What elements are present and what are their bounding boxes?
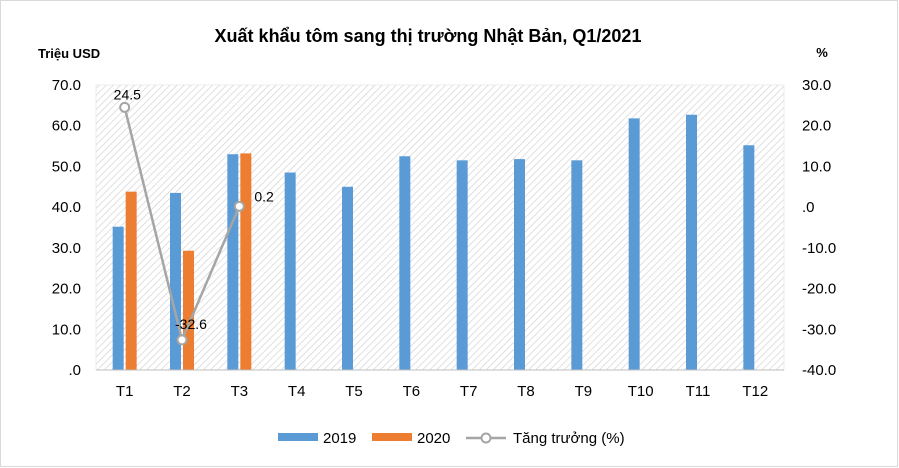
legend-label-growth: Tăng trưởng (%) xyxy=(513,430,625,447)
legend: 2019 2020 Tăng trưởng (%) xyxy=(278,430,625,447)
x-tick-label: T4 xyxy=(288,383,306,400)
x-tick-label: T8 xyxy=(517,383,535,400)
y-tick-label: 30.0 xyxy=(52,240,81,257)
y2-tick-label: .0 xyxy=(802,199,815,216)
growth-point-T2 xyxy=(176,334,188,346)
bar-2020-T1 xyxy=(125,191,137,370)
legend-swatch-2019 xyxy=(278,433,318,441)
y2-axis-title: % xyxy=(816,45,828,60)
y-tick-label: 10.0 xyxy=(52,321,81,338)
x-tick-label: T9 xyxy=(575,383,593,400)
chart-title: Xuất khẩu tôm sang thị trường Nhật Bản, … xyxy=(215,26,642,46)
y2-tick-label: 10.0 xyxy=(802,158,831,175)
bar-2019-T8 xyxy=(514,159,525,370)
bar-2019-T7 xyxy=(456,160,468,370)
growth-data-label: -32.6 xyxy=(175,316,207,332)
y-tick-label: .0 xyxy=(68,362,81,379)
bar-2019-T11 xyxy=(686,114,697,370)
growth-point-T1 xyxy=(119,101,131,113)
x-tick-label: T6 xyxy=(403,383,421,400)
x-tick-label: T1 xyxy=(116,383,134,400)
x-tick-label: T12 xyxy=(742,383,768,400)
legend-swatch-2020 xyxy=(372,433,412,441)
y-axis-title: Triệu USD xyxy=(38,46,100,61)
bars xyxy=(112,114,755,370)
y2-tick-label: 20.0 xyxy=(802,118,831,135)
growth-point-T3 xyxy=(233,200,245,212)
x-tick-label: T11 xyxy=(686,383,711,400)
growth-line: 24.5 -32.6 0.2 xyxy=(114,86,274,346)
y-axis-ticks: .0 10.0 20.0 30.0 40.0 50.0 60.0 70.0 xyxy=(52,77,81,379)
bar-2019-T2 xyxy=(170,192,181,370)
x-tick-label: T3 xyxy=(231,383,249,400)
y-tick-label: 20.0 xyxy=(52,281,81,298)
bar-2019-T9 xyxy=(571,160,583,370)
growth-data-label: 0.2 xyxy=(254,188,274,204)
y2-axis-ticks: -40.0 -30.0 -20.0 -10.0 .0 10.0 20.0 30.0 xyxy=(802,77,836,379)
legend-label-2020: 2020 xyxy=(417,430,450,447)
x-tick-label: T7 xyxy=(460,383,478,400)
y-tick-label: 60.0 xyxy=(52,118,81,135)
legend-marker-growth xyxy=(480,432,492,444)
y-tick-label: 50.0 xyxy=(52,158,81,175)
bar-2020-T3 xyxy=(240,153,252,370)
y-tick-label: 40.0 xyxy=(52,199,81,216)
y-tick-label: 70.0 xyxy=(52,77,81,94)
y2-tick-label: -30.0 xyxy=(802,321,836,338)
x-axis-ticks: T1 T2 T3 T4 T5 T6 T7 T8 T9 T10 T11 T12 xyxy=(116,383,768,400)
y2-tick-label: -40.0 xyxy=(802,362,836,379)
bar-2019-T6 xyxy=(399,156,411,370)
x-tick-label: T2 xyxy=(173,383,191,400)
bar-2019-T4 xyxy=(284,172,296,370)
bar-2019-T10 xyxy=(628,118,640,370)
y2-tick-label: 30.0 xyxy=(802,77,831,94)
bar-2020-T2 xyxy=(183,250,194,370)
legend-label-2019: 2019 xyxy=(323,430,356,447)
bar-2019-T12 xyxy=(743,145,755,370)
bar-2019-T1 xyxy=(112,226,124,370)
plot-area xyxy=(95,84,785,371)
y2-tick-label: -10.0 xyxy=(802,240,836,257)
growth-data-label: 24.5 xyxy=(114,86,141,102)
x-tick-label: T10 xyxy=(628,383,654,400)
y2-tick-label: -20.0 xyxy=(802,281,836,298)
bar-2019-T3 xyxy=(227,154,239,370)
x-tick-label: T5 xyxy=(345,383,363,400)
bar-2019-T5 xyxy=(342,186,353,370)
